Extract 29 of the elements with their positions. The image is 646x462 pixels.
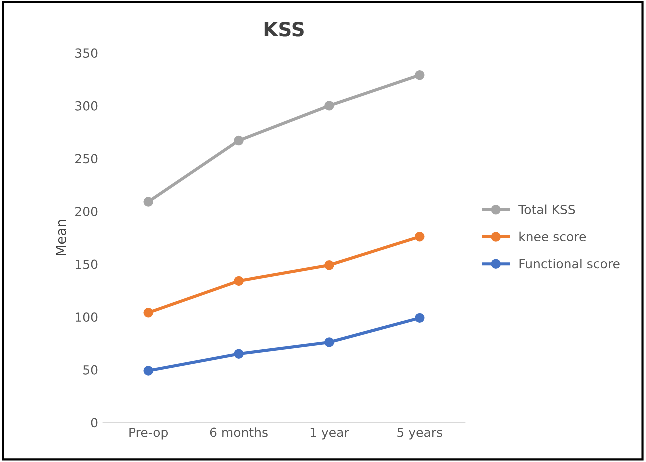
- y-tick-label: 200: [76, 207, 98, 216]
- point: [324, 338, 334, 348]
- point: [144, 197, 154, 207]
- point: [415, 70, 425, 80]
- x-tick-label: 6 months: [210, 428, 268, 438]
- point: [234, 349, 244, 359]
- chart-title: KSS: [264, 22, 304, 37]
- y-tick-label: 50: [84, 365, 98, 375]
- legend-label: knee score: [520, 232, 586, 242]
- point: [234, 136, 244, 146]
- point: [144, 308, 154, 318]
- y-tick-label: 250: [76, 154, 98, 164]
- x-tick-label: Pre-op: [130, 428, 168, 440]
- x-tick-label: 1 year: [310, 428, 350, 440]
- y-axis-title: Mean: [56, 220, 66, 256]
- point: [234, 276, 244, 286]
- y-tick-label: 100: [76, 312, 98, 322]
- y-tick-label: 150: [76, 260, 98, 270]
- point: [415, 232, 425, 242]
- x-tick-label: 5 years: [398, 428, 442, 440]
- y-tick-label: 0: [91, 418, 98, 428]
- y-tick-label: 300: [76, 101, 98, 111]
- point: [144, 366, 154, 376]
- point: [324, 260, 334, 270]
- legend-label: Total KSS: [518, 204, 576, 214]
- legend-label: Functional score: [520, 258, 620, 269]
- point: [324, 101, 334, 111]
- y-tick-label: 350: [76, 48, 98, 58]
- point: [415, 313, 425, 324]
